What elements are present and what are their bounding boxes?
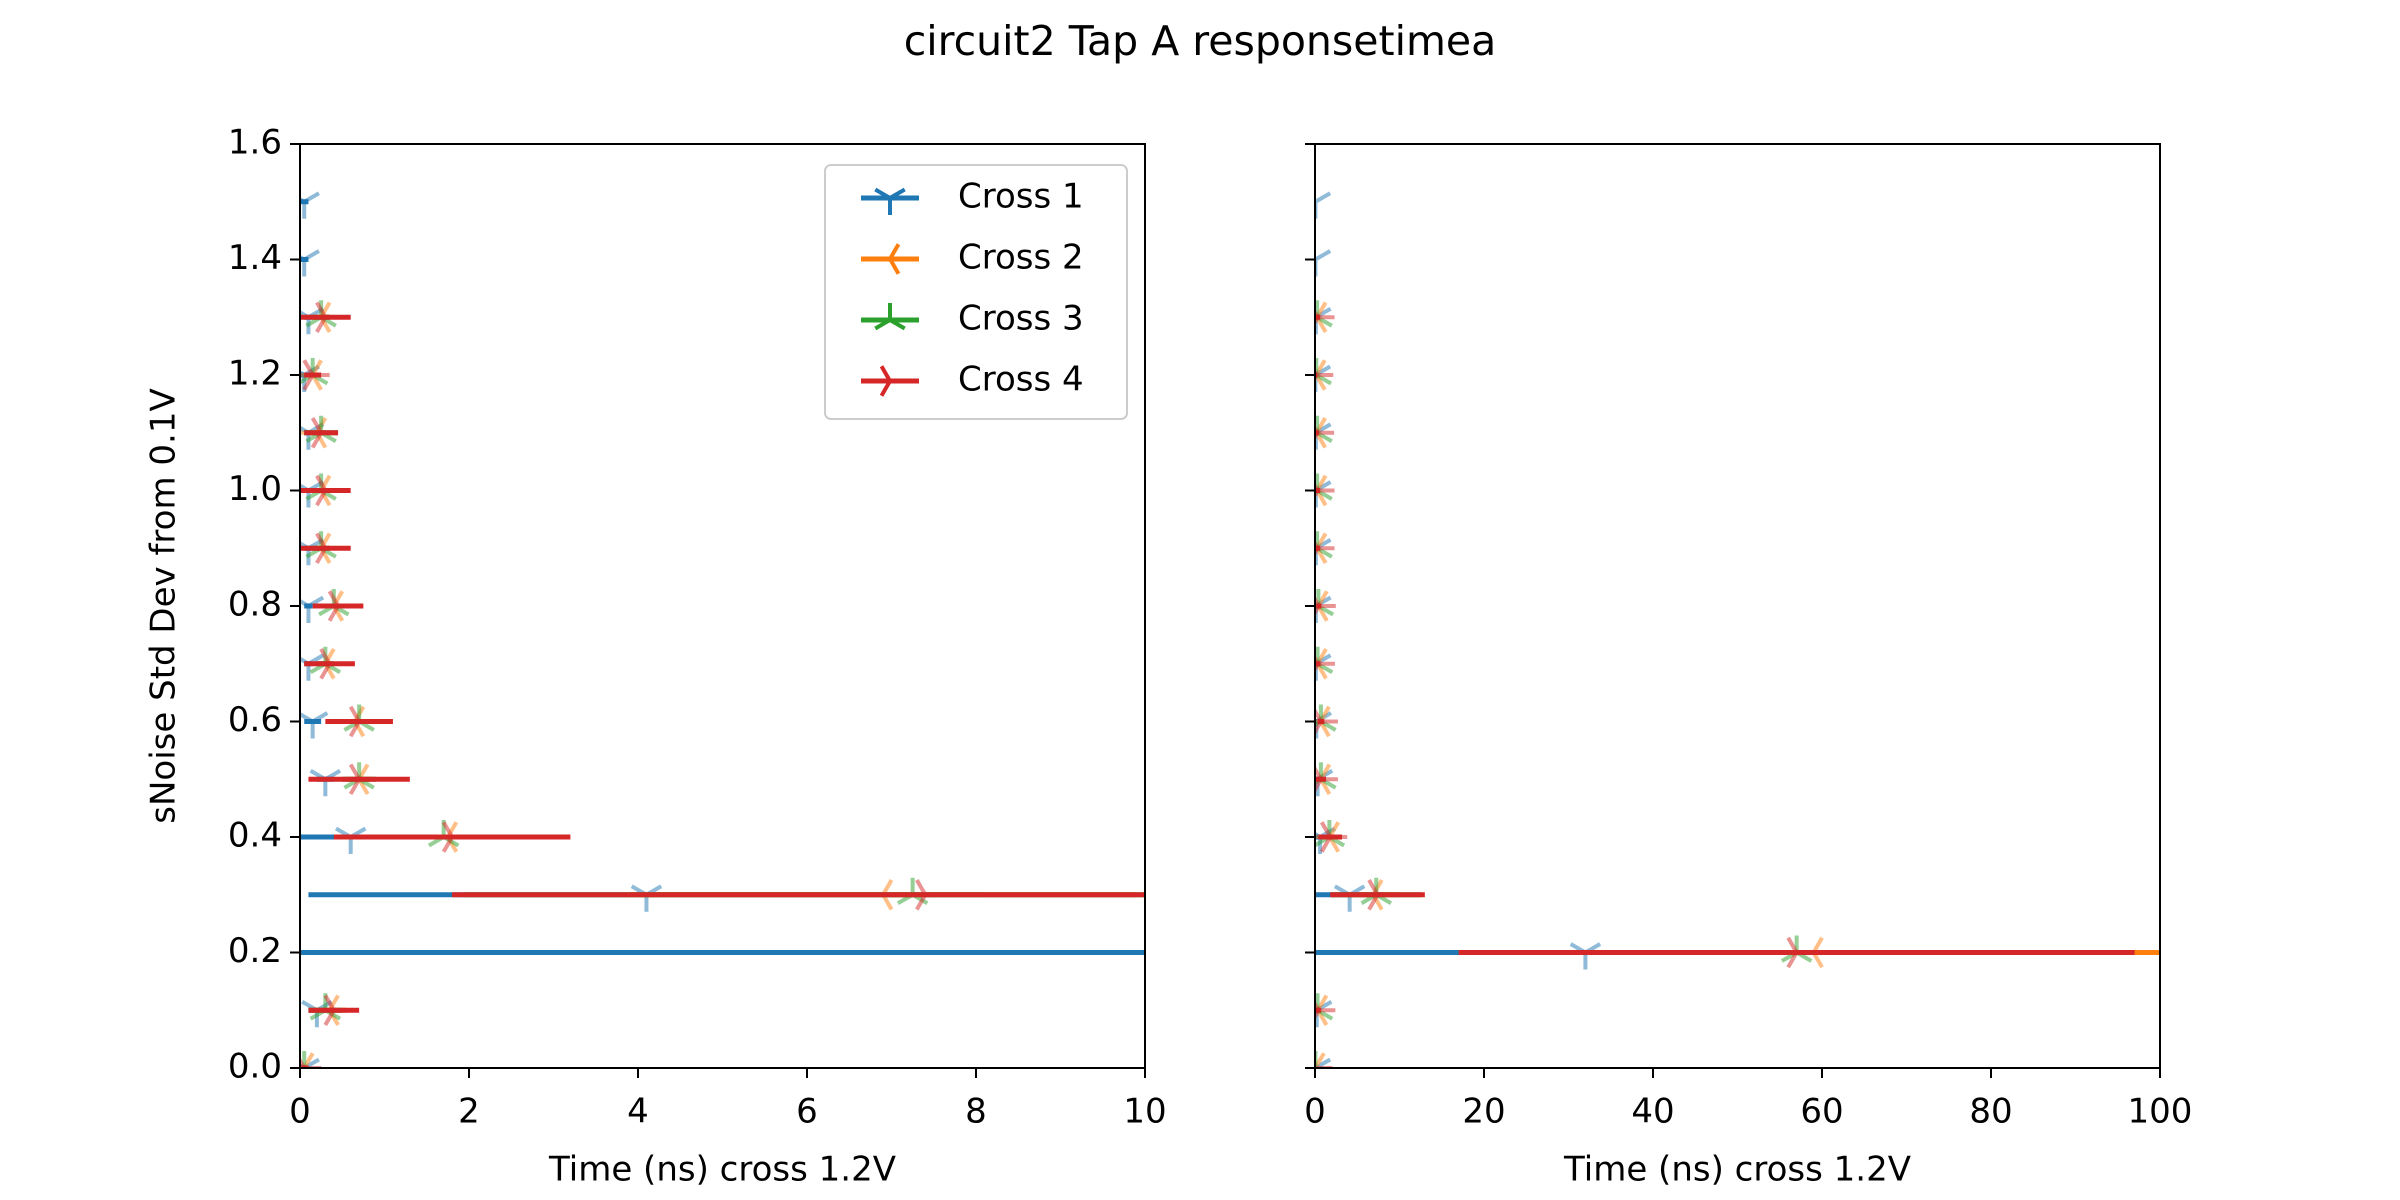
legend-label: Cross 4 [958, 360, 1084, 400]
marker [1319, 821, 1348, 853]
x-tick-label: 80 [1969, 1092, 2012, 1132]
x-tick-label: 6 [796, 1092, 818, 1132]
legend-marker [873, 243, 901, 275]
legend-label: Cross 3 [958, 299, 1084, 339]
x-tick-label: 8 [965, 1092, 987, 1132]
legend-marker [874, 303, 906, 331]
legend-marker [879, 365, 907, 397]
marker [1786, 936, 1814, 969]
x-tick-label: 40 [1631, 1092, 1674, 1132]
legend-label: Cross 2 [958, 238, 1084, 278]
y-tick-label: 1.6 [228, 123, 282, 163]
y-tick-label: 1.2 [228, 354, 282, 394]
marker [1315, 308, 1335, 326]
x-tick-label: 100 [2128, 1092, 2193, 1132]
plot-area [300, 191, 1145, 1068]
marker [323, 994, 351, 1026]
x-tick-label: 20 [1462, 1092, 1505, 1132]
marker [315, 301, 343, 333]
marker [1315, 539, 1335, 557]
legend-marker [874, 187, 906, 215]
marker [300, 595, 325, 623]
marker [1315, 1000, 1336, 1021]
x-tick-label: 0 [289, 1092, 311, 1132]
y-tick-label: 0.8 [228, 585, 282, 625]
marker [300, 1056, 322, 1068]
marker [348, 705, 377, 738]
y-tick-label: 0.2 [228, 931, 282, 971]
x-tick-label: 4 [627, 1092, 649, 1132]
marker [1315, 707, 1338, 736]
marker [310, 417, 339, 449]
marker [1315, 654, 1335, 673]
y-tick-label: 1.4 [228, 238, 282, 278]
marker [1315, 482, 1335, 499]
y-tick-label: 0.6 [228, 700, 282, 740]
legend-label: Cross 1 [958, 177, 1084, 217]
marker [1315, 368, 1334, 382]
figure-title: circuit2 Tap A responsetimea [904, 17, 1497, 65]
marker [915, 879, 943, 911]
legend-box [824, 164, 1128, 420]
marker [348, 763, 377, 795]
marker [1315, 595, 1336, 617]
marker [1315, 764, 1338, 794]
marker [300, 249, 320, 277]
y-axis-label: sNoise Std Dev from 0.1V [144, 388, 184, 823]
marker [315, 474, 343, 507]
y-tick-label: 0.4 [228, 816, 282, 856]
marker [302, 359, 330, 391]
y-tick-label: 0.0 [228, 1047, 282, 1087]
marker [319, 648, 347, 680]
marker [441, 821, 470, 853]
x-tick-label: 0 [1304, 1092, 1326, 1132]
marker [1367, 879, 1395, 911]
x-tick-label: 60 [1800, 1092, 1843, 1132]
marker [315, 532, 343, 564]
x-axis-label: Time (ns) cross 1.2V [548, 1150, 896, 1190]
x-tick-label: 10 [1123, 1092, 1166, 1132]
x-tick-label: 2 [458, 1092, 480, 1132]
y-tick-label: 1.0 [228, 469, 282, 509]
marker [300, 191, 320, 219]
x-axis-label: Time (ns) cross 1.2V [1563, 1150, 1911, 1190]
marker [327, 590, 356, 622]
